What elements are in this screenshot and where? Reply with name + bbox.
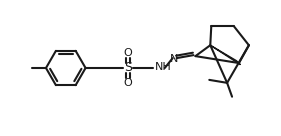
Text: O: O [124, 48, 133, 58]
Text: N: N [169, 54, 178, 64]
Polygon shape [210, 45, 240, 65]
Text: O: O [124, 78, 133, 88]
Text: S: S [124, 61, 132, 75]
Text: NH: NH [155, 62, 172, 72]
